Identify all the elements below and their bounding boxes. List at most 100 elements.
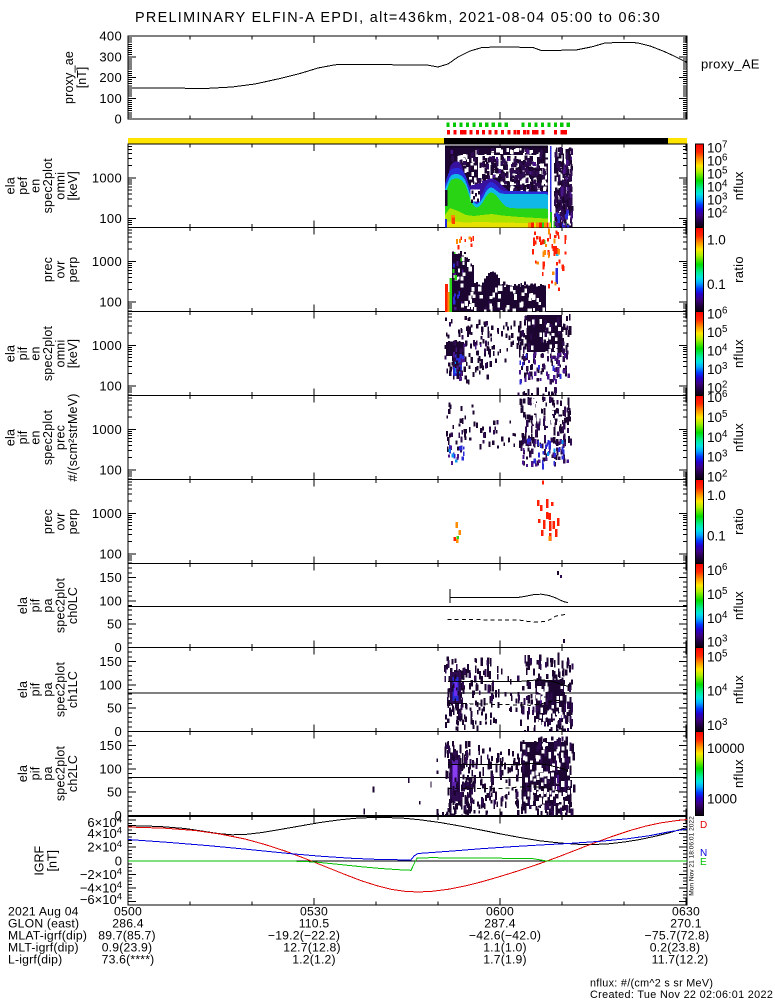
svg-text:100: 100 xyxy=(99,211,122,226)
svg-text:−42.6(−42.0): −42.6(−42.0) xyxy=(469,929,541,943)
svg-text:ratio: ratio xyxy=(731,256,746,283)
svg-text:IGRF: IGRF xyxy=(33,845,47,875)
svg-text:spec2plot: spec2plot xyxy=(41,410,55,466)
svg-text:−19.2(−22.2): −19.2(−22.2) xyxy=(268,929,340,943)
svg-text:0.2(23.8): 0.2(23.8) xyxy=(650,941,701,955)
svg-text:12.7(12.8): 12.7(12.8) xyxy=(283,941,341,955)
svg-text:0: 0 xyxy=(114,112,122,127)
svg-text:−6×104: −6×104 xyxy=(80,892,122,908)
svg-text:110.5: 110.5 xyxy=(299,917,330,931)
svg-text:spec2plot: spec2plot xyxy=(54,746,68,802)
svg-text:en: en xyxy=(29,179,43,193)
svg-text:nflux: nflux xyxy=(731,591,746,620)
svg-text:150: 150 xyxy=(99,654,122,669)
svg-text:nflux: nflux xyxy=(731,339,746,368)
svg-text:0600: 0600 xyxy=(486,905,514,919)
svg-text:spec2plot: spec2plot xyxy=(41,326,55,382)
svg-text:−75.7(72.8): −75.7(72.8) xyxy=(645,929,710,943)
svg-text:150: 150 xyxy=(99,738,122,753)
svg-text:0630: 0630 xyxy=(672,905,700,919)
svg-text:50: 50 xyxy=(107,617,122,632)
svg-text:[keV]: [keV] xyxy=(66,339,80,369)
svg-text:MLT-igrf(dip): MLT-igrf(dip) xyxy=(8,941,79,955)
svg-text:50: 50 xyxy=(107,701,122,716)
svg-text:286.4: 286.4 xyxy=(112,917,144,931)
svg-text:PRELIMINARY ELFIN-A EPDI, alt=: PRELIMINARY ELFIN-A EPDI, alt=436km, 202… xyxy=(135,10,661,26)
svg-text:ela: ela xyxy=(16,681,30,698)
svg-text:pif: pif xyxy=(29,598,43,612)
svg-text:6×104: 6×104 xyxy=(87,815,122,831)
svg-text:10000: 10000 xyxy=(707,741,745,756)
svg-text:100: 100 xyxy=(99,546,122,561)
svg-text:prec: prec xyxy=(54,425,68,450)
svg-text:73.6(****): 73.6(****) xyxy=(102,953,155,967)
svg-text:100: 100 xyxy=(99,294,122,309)
svg-text:#/(scm²strMeV): #/(scm²strMeV) xyxy=(66,393,80,481)
svg-text:0.1: 0.1 xyxy=(707,529,726,544)
svg-text:en: en xyxy=(29,346,43,360)
svg-text:1.0: 1.0 xyxy=(707,488,726,503)
svg-text:GLON (east): GLON (east) xyxy=(8,917,79,931)
svg-text:ela: ela xyxy=(4,345,18,362)
svg-text:ela: ela xyxy=(16,597,30,614)
svg-text:100: 100 xyxy=(99,91,122,106)
svg-text:0530: 0530 xyxy=(300,905,328,919)
svg-text:E: E xyxy=(700,857,707,868)
svg-text:1000: 1000 xyxy=(92,422,122,437)
svg-text:spec2plot: spec2plot xyxy=(41,158,55,214)
svg-text:0: 0 xyxy=(114,640,122,655)
svg-text:nflux: #/(cm^2 s sr MeV): nflux: #/(cm^2 s sr MeV) xyxy=(590,978,713,990)
svg-text:287.4: 287.4 xyxy=(484,917,516,931)
svg-text:1000: 1000 xyxy=(92,338,122,353)
svg-text:0.1: 0.1 xyxy=(707,277,726,292)
svg-text:50: 50 xyxy=(107,785,122,800)
svg-text:1000: 1000 xyxy=(92,506,122,521)
svg-text:100: 100 xyxy=(99,761,122,776)
svg-text:0: 0 xyxy=(114,808,122,823)
svg-text:N: N xyxy=(700,848,707,859)
svg-text:ovr: ovr xyxy=(54,513,68,531)
svg-text:pa: pa xyxy=(41,766,55,780)
svg-text:4×104: 4×104 xyxy=(87,826,122,842)
svg-text:100: 100 xyxy=(99,593,122,608)
svg-text:−4×104: −4×104 xyxy=(80,880,122,896)
svg-text:spec2plot: spec2plot xyxy=(54,578,68,634)
svg-text:ela: ela xyxy=(4,177,18,194)
svg-text:pa: pa xyxy=(41,598,55,612)
svg-text:1.2(1.2): 1.2(1.2) xyxy=(292,953,336,967)
svg-text:pif: pif xyxy=(16,346,30,360)
svg-text:pif: pif xyxy=(16,430,30,444)
svg-text:Created: Tue Nov 22 02:06:01 2: Created: Tue Nov 22 02:06:01 2022 xyxy=(590,989,773,1000)
svg-text:1.0: 1.0 xyxy=(707,233,726,248)
svg-text:prec: prec xyxy=(41,257,55,282)
svg-text:ratio: ratio xyxy=(731,508,746,535)
svg-text:11.7(12.2): 11.7(12.2) xyxy=(652,953,709,967)
svg-text:pif: pif xyxy=(29,766,43,780)
svg-text:1.7(1.9): 1.7(1.9) xyxy=(483,953,527,967)
svg-text:en: en xyxy=(29,430,43,444)
svg-text:nflux: nflux xyxy=(731,171,746,200)
svg-text:1000: 1000 xyxy=(92,170,122,185)
svg-text:150: 150 xyxy=(99,570,122,585)
svg-text:0500: 0500 xyxy=(114,905,142,919)
svg-text:L-igrf(dip): L-igrf(dip) xyxy=(8,953,62,967)
svg-text:1000: 1000 xyxy=(92,254,122,269)
svg-text:proxy_AE: proxy_AE xyxy=(701,57,760,72)
svg-text:[nT]: [nT] xyxy=(75,67,89,89)
svg-text:100: 100 xyxy=(99,677,122,692)
svg-text:400: 400 xyxy=(99,29,122,44)
svg-text:D: D xyxy=(700,820,707,831)
svg-text:0.9(23.9): 0.9(23.9) xyxy=(102,941,153,955)
svg-text:proxy_ae: proxy_ae xyxy=(62,51,76,104)
svg-text:ch0LC: ch0LC xyxy=(66,587,80,624)
svg-text:perp: perp xyxy=(66,509,80,535)
svg-text:ela: ela xyxy=(16,765,30,782)
svg-text:nflux: nflux xyxy=(731,675,746,704)
svg-text:perp: perp xyxy=(66,257,80,283)
svg-text:ovr: ovr xyxy=(54,261,68,279)
svg-text:1.1(1.0): 1.1(1.0) xyxy=(483,941,527,955)
svg-text:[nT]: [nT] xyxy=(46,850,60,872)
svg-text:1000: 1000 xyxy=(707,792,737,807)
svg-text:spec2plot: spec2plot xyxy=(54,662,68,718)
svg-text:omni: omni xyxy=(54,340,68,368)
